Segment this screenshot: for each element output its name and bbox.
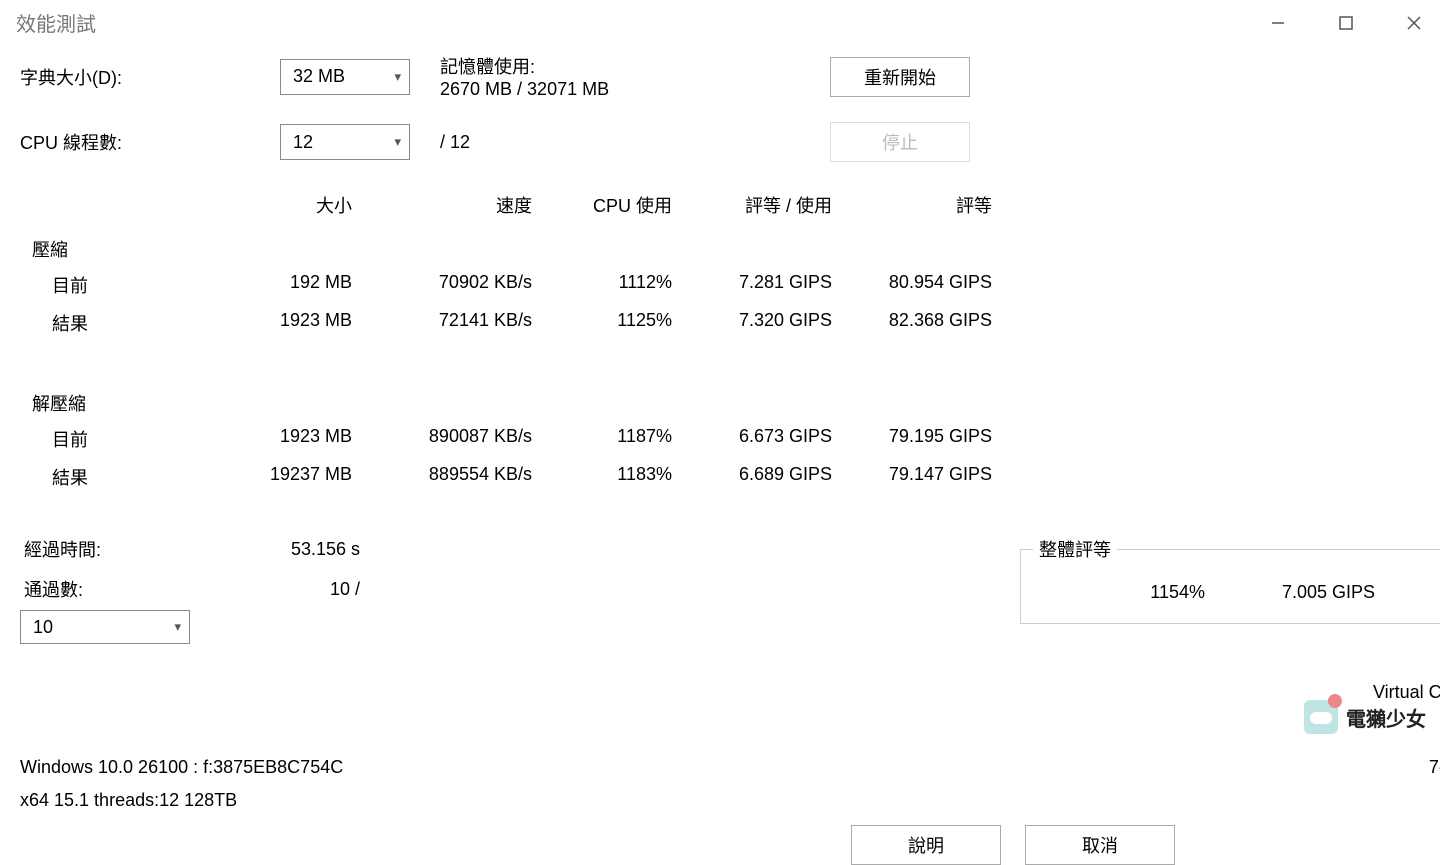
col-speed: 速度 <box>360 186 540 224</box>
watermark-text: 電獺少女 <box>1346 703 1426 732</box>
cpu-threads-select[interactable]: 12 ▾ <box>280 124 410 160</box>
cpu-name: Virtual CPU @ 3.41GHz <box>20 676 1440 709</box>
zip-version: 7-Zip 24.07 (x64) <box>1429 751 1440 784</box>
overall-rating: 80.758 GIPS <box>1383 578 1440 607</box>
close-icon[interactable] <box>1404 13 1424 33</box>
decompress-section-label: 解壓縮 <box>32 390 1440 416</box>
chevron-down-icon: ▾ <box>394 69 401 85</box>
arch-info: x64 15.1 threads:12 128TB <box>20 784 1440 817</box>
elapsed-label: 經過時間: <box>20 536 220 562</box>
stop-button: 停止 <box>830 122 970 162</box>
os-info: Windows 10.0 26100 : f:3875EB8C754C <box>20 751 343 784</box>
chevron-down-icon: ▾ <box>174 619 181 635</box>
overall-cpu: 1154% <box>1033 578 1213 607</box>
help-button[interactable]: 說明 <box>851 825 1001 865</box>
restart-button[interactable]: 重新開始 <box>830 57 970 97</box>
mem-usage-label: 記憶體使用: <box>440 53 800 79</box>
compress-section-label: 壓縮 <box>32 236 1440 262</box>
results-table-header: 大小 速度 CPU 使用 評等 / 使用 評等 <box>20 186 1440 224</box>
col-cpu: CPU 使用 <box>540 186 680 224</box>
window-title: 效能測試 <box>16 8 96 37</box>
cancel-button[interactable]: 取消 <box>1025 825 1175 865</box>
cpu-id: (600F01) <box>20 711 1440 744</box>
compress-current-row: 目前 192 MB 70902 KB/s 1112% 7.281 GIPS 80… <box>20 266 1440 304</box>
dict-size-select[interactable]: 32 MB ▾ <box>280 59 410 95</box>
compress-result-row: 結果 1923 MB 72141 KB/s 1125% 7.320 GIPS 8… <box>20 304 1440 342</box>
passes-select[interactable]: 10 ▾ <box>20 610 190 644</box>
cpu-threads-total: / 12 <box>440 132 800 153</box>
decompress-current-row: 目前 1923 MB 890087 KB/s 1187% 6.673 GIPS … <box>20 420 1440 458</box>
watermark: 電獺少女 <box>1304 700 1426 734</box>
maximize-icon[interactable] <box>1336 13 1356 33</box>
col-rating: 評等 <box>840 186 1000 224</box>
decompress-result-row: 結果 19237 MB 889554 KB/s 1183% 6.689 GIPS… <box>20 458 1440 496</box>
passes-display: 10 / <box>220 579 420 600</box>
elapsed-value: 53.156 s <box>220 539 420 560</box>
mem-usage-value: 2670 MB / 32071 MB <box>440 79 800 100</box>
passes-label: 通過數: <box>20 576 220 602</box>
col-size: 大小 <box>200 186 360 224</box>
dict-size-value: 32 MB <box>293 66 345 87</box>
overall-legend: 整體評等 <box>1033 536 1117 562</box>
dict-size-label: 字典大小(D): <box>20 64 280 90</box>
chevron-down-icon: ▾ <box>394 134 401 150</box>
cpu-threads-value: 12 <box>293 132 313 153</box>
overall-rating-box: 整體評等 1154% 7.005 GIPS 80.758 GIPS <box>1020 536 1440 624</box>
watermark-avatar-icon <box>1304 700 1338 734</box>
minimize-icon[interactable] <box>1268 13 1288 33</box>
cpu-threads-label: CPU 線程數: <box>20 129 280 155</box>
overall-rating-use: 7.005 GIPS <box>1213 578 1383 607</box>
col-rating-use: 評等 / 使用 <box>680 186 840 224</box>
titlebar: 效能測試 <box>0 0 1440 45</box>
